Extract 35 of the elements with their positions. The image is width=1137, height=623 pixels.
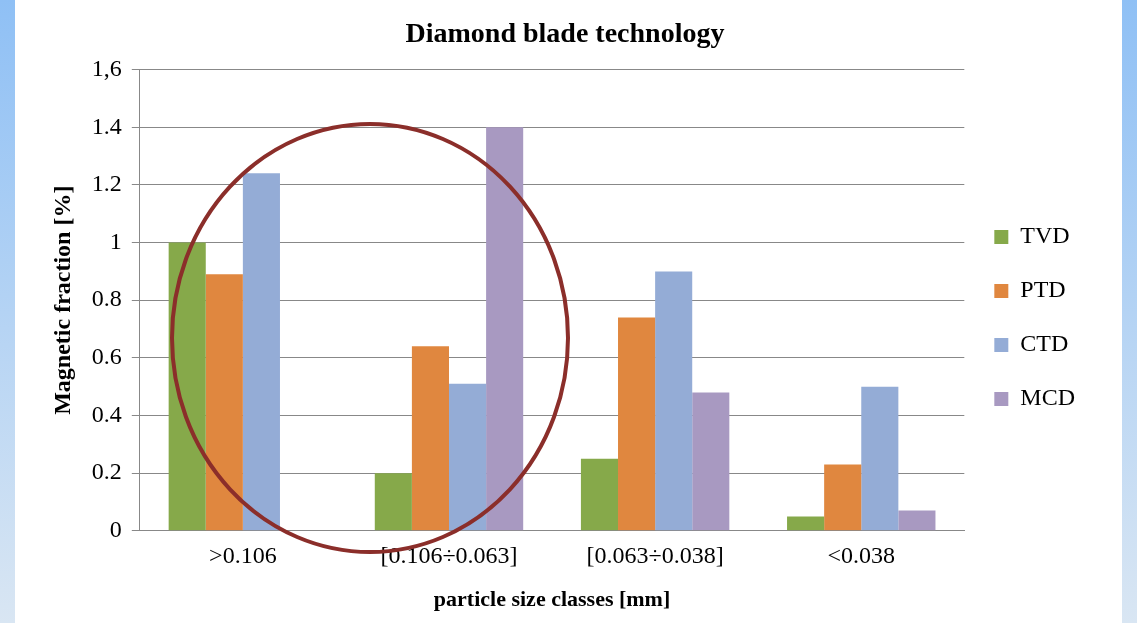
y-tick-label: 0.2 (91, 458, 122, 485)
legend-label: TVD (1020, 222, 1070, 249)
bar (655, 271, 693, 531)
legend-label: PTD (1020, 276, 1066, 303)
bar (787, 516, 825, 531)
bar (242, 173, 280, 531)
x-axis-title: particle size classes [mm] (433, 586, 671, 612)
y-tick-label: 1.4 (91, 112, 122, 139)
legend-label: CTD (1020, 330, 1069, 357)
chart-title: Diamond blade technology (405, 17, 725, 49)
bar (449, 383, 487, 531)
legend-label: MCD (1020, 384, 1076, 411)
bar (692, 392, 730, 531)
bar (824, 464, 862, 531)
y-tick-label: 0.8 (91, 285, 122, 312)
y-tick-label: 1 (109, 227, 122, 254)
x-tick-label: <0.038 (827, 542, 896, 569)
x-tick-label: [0.106÷0.063] (380, 542, 518, 569)
bar (374, 473, 412, 531)
y-tick-label: 1.2 (91, 170, 122, 197)
bar (486, 127, 524, 531)
bar (580, 458, 619, 531)
bar (411, 346, 449, 531)
y-tick-label: 0.6 (91, 343, 122, 370)
y-tick-label: 0.4 (91, 400, 122, 427)
bar (898, 510, 936, 531)
bar (205, 274, 243, 531)
y-tick-label: 0 (109, 516, 122, 543)
y-axis-title: Magnetic fraction [%] (48, 185, 75, 415)
bar (168, 242, 206, 531)
y-tick-label: 1,6 (91, 54, 122, 81)
bar (861, 386, 899, 531)
x-tick-label: >0.106 (209, 542, 277, 569)
x-tick-label: [0.063÷0.038] (586, 542, 724, 569)
bar (618, 317, 656, 531)
